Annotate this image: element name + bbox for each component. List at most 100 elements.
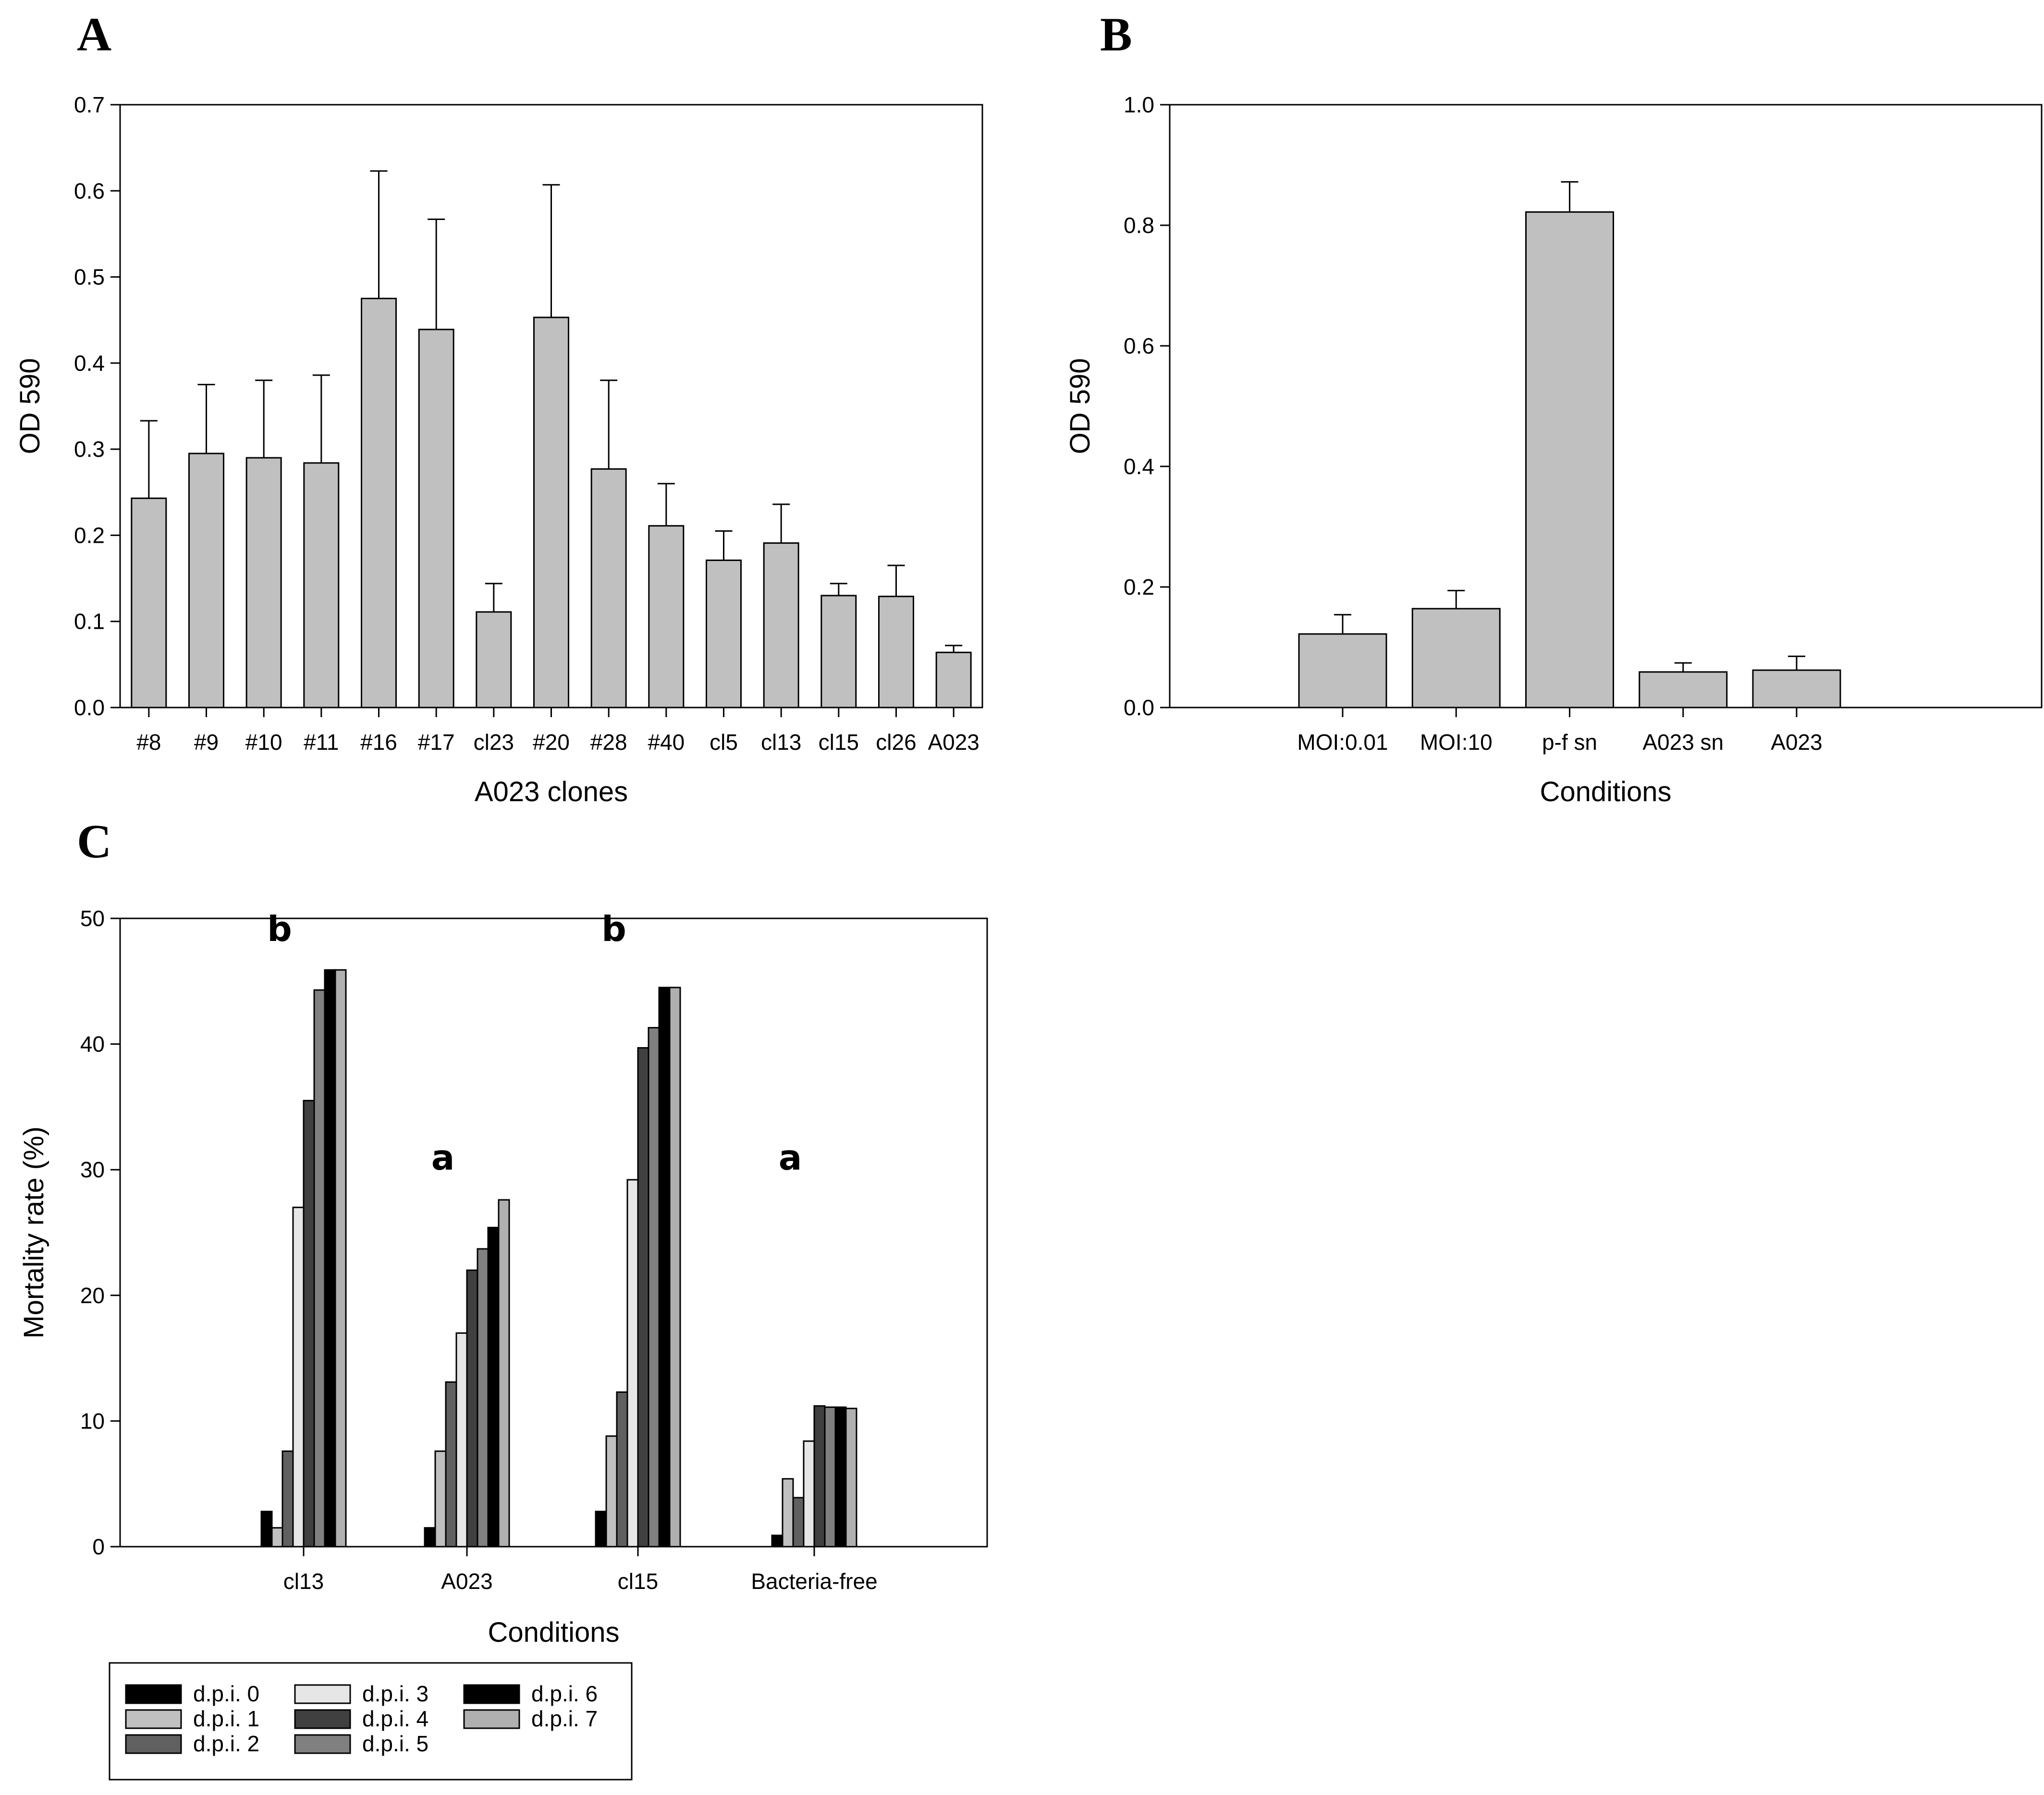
chart-a-x-tick-label: #20 — [533, 730, 570, 755]
chart-c-annotation: a — [779, 1137, 802, 1178]
chart-b-bar — [1298, 633, 1387, 708]
chart-a-y-tick-label: 0.0 — [74, 695, 105, 720]
chart-c-bar — [648, 1027, 660, 1548]
chart-c-annotation: b — [601, 909, 626, 949]
chart-b-y-tick-label: 0.0 — [1124, 695, 1154, 720]
chart-a-x-tick-label: #11 — [304, 730, 339, 755]
chart-c-bar — [834, 1406, 847, 1548]
chart-a-bar — [763, 542, 799, 708]
chart-a-bar — [418, 329, 454, 708]
chart-c-bar — [445, 1381, 457, 1548]
chart-b-x-tick-label: MOI:10 — [1420, 730, 1493, 755]
chart-a-y-tick-label: 0.3 — [74, 437, 105, 462]
chart-c-bar — [292, 1207, 305, 1548]
chart-c-y-tick-label: 20 — [80, 1283, 105, 1308]
chart-c-bar — [303, 1099, 315, 1548]
chart-a-y-tick-label: 0.7 — [74, 92, 105, 117]
chart-b-y-tick-label: 0.2 — [1124, 574, 1154, 599]
chart-a: 0.0 0.1 0.2 0.3 0.4 0.5 0.6 0.7 OD 590 A023 clone… — [14, 92, 983, 807]
legend-swatch — [125, 1684, 182, 1704]
chart-a-bar — [476, 611, 512, 708]
chart-a-bar — [706, 559, 742, 708]
chart-a-x-tick-label: #17 — [418, 730, 455, 755]
chart-b-x-tick-label: A023 — [1771, 730, 1822, 755]
chart-b-x-tick-label: MOI:0.01 — [1297, 730, 1388, 755]
chart-a-x-tick-label: cl5 — [710, 730, 738, 755]
chart-c-y-tick-label: 30 — [80, 1157, 105, 1182]
legend-frame — [109, 1662, 633, 1781]
chart-a-x-tick-label: #8 — [136, 730, 161, 755]
chart-a-y-tick-label: 0.6 — [74, 178, 105, 203]
chart-b-bar — [1525, 211, 1614, 708]
chart-a-x-tick-label: cl26 — [876, 730, 916, 755]
chart-c-x-tick-label: Bacteria-free — [751, 1569, 877, 1594]
chart-a-x-tick-label: #9 — [194, 730, 219, 755]
chart-a-x-tick-label: #16 — [360, 730, 397, 755]
legend-label: d.p.i. 7 — [531, 1706, 598, 1731]
chart-c-bar — [455, 1332, 468, 1548]
chart-c-y-tick-label: 0 — [92, 1534, 105, 1559]
chart-b-bar — [1411, 608, 1501, 708]
chart-a-y-axis-title: OD 590 — [14, 358, 46, 454]
chart-a-y-tick-label: 0.4 — [74, 351, 105, 376]
chart-c-bar — [792, 1497, 805, 1548]
chart-b-x-tick-label: p-f sn — [1542, 730, 1597, 755]
chart-a-bar — [131, 497, 167, 708]
legend-label: d.p.i. 2 — [193, 1731, 259, 1756]
chart-a-bar — [878, 596, 914, 708]
chart-b: 0.0 0.2 0.4 0.6 0.8 1.0 OD 590 Conditions MOI:0.… — [1065, 92, 2043, 807]
chart-c: 0 10 20 30 40 50 Mortality rate (%) Conditions c… — [18, 906, 988, 1648]
panel-letter-b: B — [1100, 8, 1132, 61]
chart-b-y-axis-title: OD 590 — [1065, 358, 1096, 454]
chart-b-y-tick-label: 1.0 — [1124, 92, 1154, 117]
legend-swatch — [125, 1709, 182, 1729]
chart-a-x-tick-label: #28 — [590, 730, 627, 755]
legend-swatch — [294, 1684, 351, 1704]
chart-c-x-tick-label: cl15 — [618, 1569, 658, 1594]
chart-c-bar — [260, 1511, 273, 1548]
chart-a-y-tick-label: 0.5 — [74, 265, 105, 290]
legend-swatch — [463, 1709, 520, 1729]
chart-a-bar — [935, 651, 972, 708]
chart-c-bar — [845, 1407, 857, 1548]
chart-a-bar — [303, 462, 340, 708]
chart-a-y-tick-label: 0.1 — [74, 609, 105, 634]
chart-c-y-tick-label: 10 — [80, 1408, 105, 1433]
chart-c-bar — [782, 1478, 794, 1548]
chart-c-y-tick-label: 50 — [80, 906, 105, 931]
chart-c-bar — [813, 1405, 826, 1548]
legend-swatch — [125, 1734, 182, 1754]
panel-letter-a: A — [77, 8, 111, 61]
chart-a-x-tick-label: cl15 — [819, 730, 859, 755]
chart-c-bar — [487, 1227, 500, 1548]
chart-a-x-tick-label: cl23 — [474, 730, 514, 755]
chart-c-bar — [637, 1047, 649, 1548]
chart-c-bar — [626, 1179, 639, 1548]
chart-c-bar — [595, 1511, 607, 1548]
chart-b-y-tick-label: 0.8 — [1124, 213, 1154, 238]
chart-c-bar — [824, 1406, 836, 1548]
chart-a-bar — [590, 468, 627, 708]
chart-a-bar — [533, 317, 569, 708]
chart-c-bar — [477, 1248, 489, 1548]
chart-b-y-tick-label: 0.4 — [1124, 454, 1154, 479]
legend-label: d.p.i. 5 — [362, 1731, 428, 1756]
chart-c-y-axis-title: Mortality rate (%) — [18, 1126, 49, 1339]
chart-c-bar — [424, 1527, 436, 1548]
chart-a-bar — [820, 595, 857, 708]
chart-c-annotation: b — [267, 909, 292, 949]
chart-c-bar — [313, 989, 326, 1548]
chart-a-x-tick-label: #10 — [245, 730, 282, 755]
legend-label: d.p.i. 0 — [193, 1681, 259, 1706]
panel-letter-c: C — [77, 815, 111, 868]
chart-c-bar — [498, 1199, 510, 1548]
legend-swatch — [294, 1734, 351, 1754]
chart-c-x-axis-title: Conditions — [488, 1617, 619, 1648]
legend-swatch — [463, 1684, 520, 1704]
legend-swatch — [294, 1709, 351, 1729]
chart-c-bar — [271, 1527, 283, 1548]
chart-c-bar — [334, 969, 347, 1548]
chart-c-plot-frame — [119, 917, 988, 1548]
chart-c-x-tick-label: A023 — [441, 1569, 492, 1594]
chart-c-bar — [605, 1435, 618, 1548]
